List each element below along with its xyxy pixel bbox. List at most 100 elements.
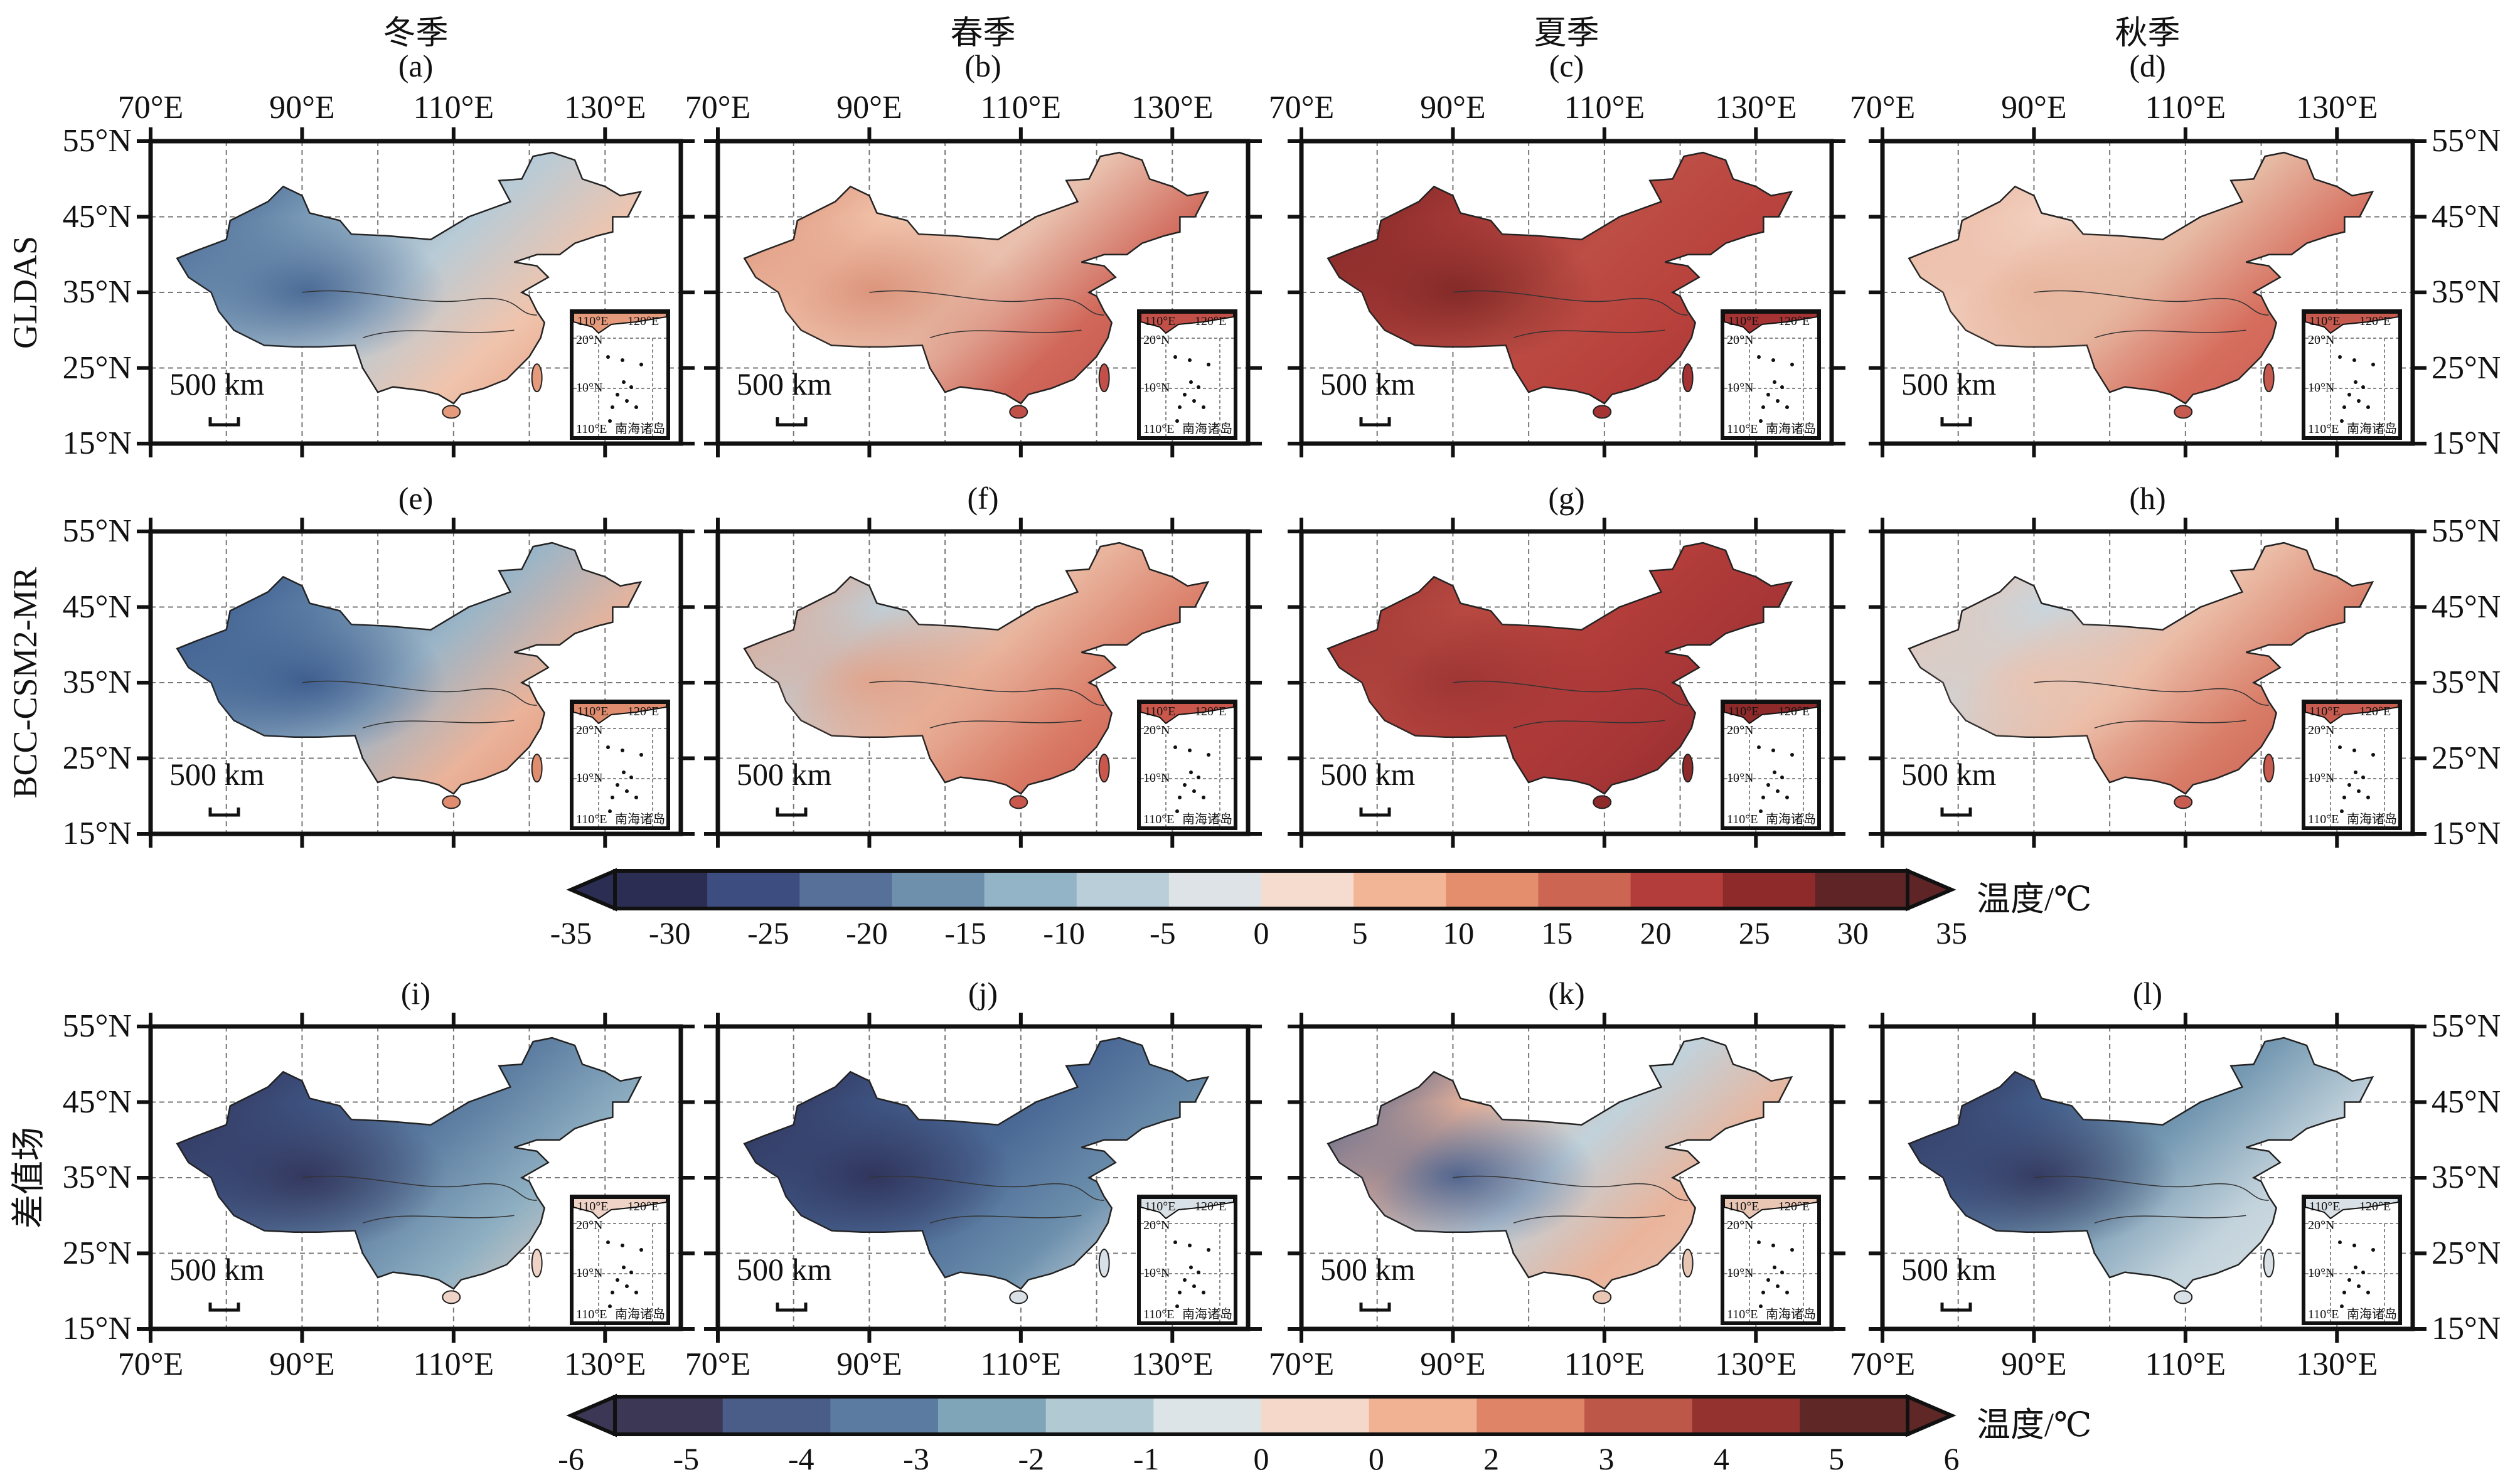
island-dot — [1178, 796, 1182, 799]
scale-bar — [1359, 417, 1391, 427]
inset-label: 10°N — [2308, 381, 2335, 395]
colorbar-tick-label: -5 — [1150, 915, 1176, 951]
island-dot — [1189, 1266, 1193, 1269]
island-dot — [616, 393, 619, 397]
inset-label: 南海诸岛 — [2347, 813, 2397, 826]
lon-tick-label: 90°E — [2001, 1346, 2067, 1382]
inset-label: 120°E — [1195, 314, 1227, 328]
inset-label: 110°E — [2308, 422, 2339, 436]
island-dot — [1178, 1291, 1182, 1294]
basin-boundary — [1513, 329, 1665, 339]
island-dot — [2342, 796, 2346, 799]
inset-label: 南海诸岛 — [1766, 1308, 1816, 1321]
island-dot — [1183, 393, 1187, 397]
island-dot — [2361, 776, 2365, 779]
colorbar-tick-label: 0 — [1368, 1441, 1384, 1476]
scale-bar — [1940, 417, 1972, 427]
island-dot — [1178, 405, 1182, 409]
south-china-sea-inset: 110°E 120°E 20°N 10°N 110°E 南海诸岛 — [570, 309, 670, 440]
lat-tick-label: 45°N — [62, 589, 132, 625]
hainan-island — [1593, 1290, 1612, 1304]
island-dot — [622, 380, 626, 384]
inset-label: 10°N — [1727, 1266, 1754, 1280]
island-dot — [1188, 1244, 1192, 1247]
inset-label: 110°E — [577, 1200, 609, 1213]
lon-tick-label: 90°E — [269, 90, 335, 125]
inset-coast — [2305, 703, 2398, 725]
island-dot — [1757, 355, 1761, 359]
map-panel: 500 km 110°E 120°E 20°N 10°N 110°E 南海诸岛 — [1288, 127, 1845, 457]
colorbar-tick-label: -5 — [673, 1441, 700, 1476]
island-dot — [1766, 783, 1770, 787]
colorbar-tick-label: 4 — [1713, 1441, 1729, 1476]
lon-tick-label: 130°E — [1715, 1346, 1797, 1382]
lon-tick-label: 130°E — [564, 90, 646, 125]
colorbar-bin — [830, 1397, 939, 1434]
colorbar-tick-label: 20 — [1640, 915, 1672, 951]
inset-label: 南海诸岛 — [2347, 422, 2397, 436]
island-dot — [2340, 419, 2344, 423]
lat-tick-label: 15°N — [2432, 1311, 2501, 1346]
scale-bar-label: 500 km — [1320, 366, 1416, 402]
inset-label: 南海诸岛 — [1182, 813, 1232, 826]
panel-letter: (j) — [968, 976, 998, 1011]
inset-label: 10°N — [1727, 381, 1754, 395]
panel-letter: (d) — [2129, 48, 2166, 83]
hainan-island — [2174, 795, 2193, 809]
inset-label: 20°N — [2308, 723, 2335, 737]
taiwan-island — [2263, 363, 2275, 393]
inset-map — [2305, 1198, 2398, 1321]
inset-coast — [1724, 1198, 1817, 1220]
panel-letter: (i) — [400, 976, 431, 1011]
panel-letter: (a) — [398, 48, 434, 83]
hainan-island — [442, 1290, 461, 1304]
island-dot — [1776, 399, 1780, 403]
island-dot — [625, 789, 629, 793]
lon-tick-label: 110°E — [1564, 1346, 1645, 1382]
island-dot — [1189, 770, 1193, 774]
colorbar-extend-low — [566, 868, 617, 912]
lat-tick-label: 25°N — [62, 349, 132, 386]
inset-label: 20°N — [1727, 1218, 1754, 1232]
colorbar-tick-label: 3 — [1598, 1441, 1615, 1476]
inset-label: 120°E — [2359, 314, 2391, 328]
map-field-overlay — [177, 152, 641, 404]
inset-label: 110°E — [1145, 705, 1176, 718]
island-dot — [1759, 809, 1763, 813]
island-dot — [1197, 385, 1200, 389]
map-field-overlay — [744, 1038, 1208, 1289]
scale-bar-label: 500 km — [169, 757, 265, 792]
map-panel: 500 km 110°E 120°E 20°N 10°N 110°E 南海诸岛 — [1869, 1013, 2427, 1343]
basin-boundary — [869, 1175, 1104, 1201]
island-dot — [639, 1248, 643, 1252]
colorbar-bin — [1722, 871, 1816, 909]
inset-label: 10°N — [1727, 771, 1754, 785]
island-dot — [2357, 789, 2361, 793]
island-dot — [1773, 1266, 1776, 1269]
map-panel: 500 km 110°E 120°E 20°N 10°N 110°E 南海诸岛 — [704, 1013, 1262, 1343]
basin-boundary — [302, 680, 537, 706]
island-dot — [639, 753, 643, 757]
island-dot — [2371, 363, 2375, 366]
colorbar-tick-label: 25 — [1738, 915, 1770, 951]
island-dot — [621, 358, 624, 362]
lat-tick-label: 15°N — [62, 1311, 132, 1346]
taiwan-island — [1682, 754, 1694, 783]
inset-label: 110°E — [1727, 813, 1758, 826]
map-field-overlay — [1909, 543, 2373, 794]
colorbar-tick-label: -3 — [903, 1441, 929, 1476]
lat-tick-label: 15°N — [62, 816, 132, 851]
island-dot — [1759, 419, 1763, 423]
lon-tick-label: 90°E — [836, 1346, 902, 1382]
inset-label: 110°E — [1728, 1200, 1759, 1213]
island-dot — [1202, 796, 1205, 799]
inset-label: 20°N — [576, 1218, 603, 1232]
map-field-overlay — [1909, 152, 2373, 404]
colorbar-tick-label: -15 — [944, 915, 986, 951]
inset-label: 110°E — [577, 705, 609, 718]
lon-tick-label: 110°E — [980, 90, 1062, 125]
island-dot — [634, 796, 638, 799]
island-dot — [2347, 393, 2351, 397]
taiwan-island — [1682, 363, 1694, 393]
island-dot — [616, 1278, 619, 1282]
